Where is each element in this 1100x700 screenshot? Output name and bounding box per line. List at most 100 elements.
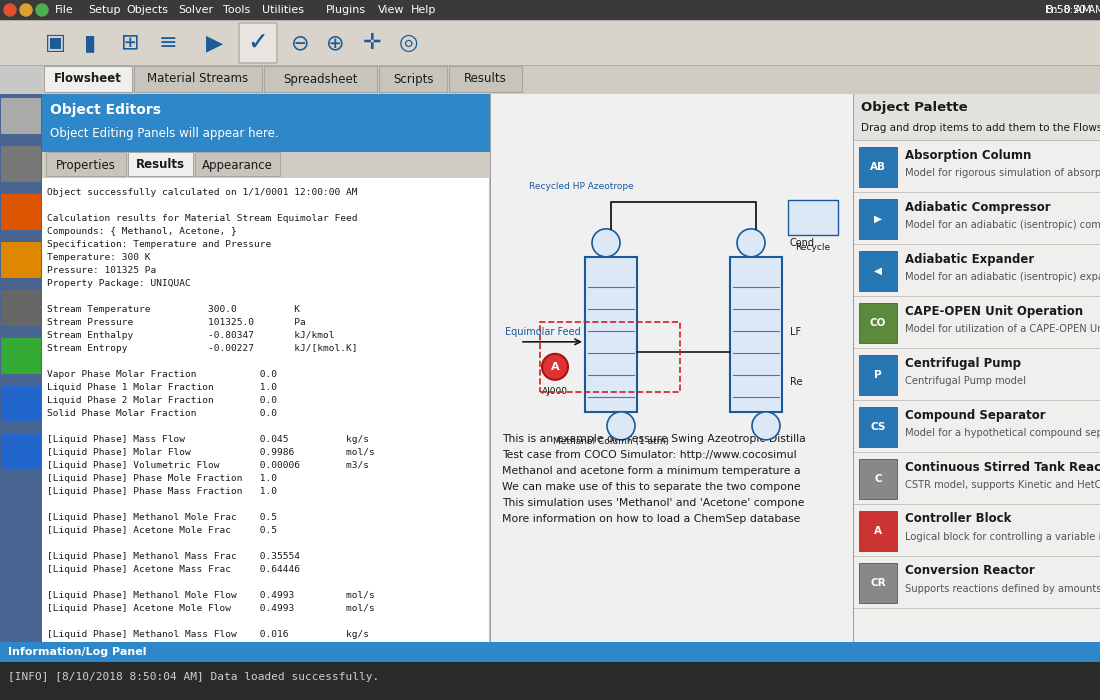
Bar xyxy=(0,65,1100,66)
Bar xyxy=(852,244,1100,245)
FancyBboxPatch shape xyxy=(264,66,377,92)
Text: ▣: ▣ xyxy=(44,33,66,53)
Bar xyxy=(42,94,490,152)
Text: [Liquid Phase] Methanol Mole Flow    0.4993         mol/s: [Liquid Phase] Methanol Mole Flow 0.4993… xyxy=(47,591,375,600)
Bar xyxy=(859,511,896,551)
Text: Liquid Phase 2 Molar Fraction        0.0: Liquid Phase 2 Molar Fraction 0.0 xyxy=(47,396,277,405)
Text: This is an example of Pressure Swing Azeotropic Distilla: This is an example of Pressure Swing Aze… xyxy=(502,434,805,444)
Text: Objects: Objects xyxy=(126,5,168,15)
Text: Recycled HP Azeotrope: Recycled HP Azeotrope xyxy=(529,182,634,191)
Text: Liquid Phase 1 Molar Fraction        1.0: Liquid Phase 1 Molar Fraction 1.0 xyxy=(47,383,277,392)
FancyBboxPatch shape xyxy=(128,152,192,176)
Bar xyxy=(1,242,41,278)
Text: Stream Enthalpy             -0.80347       kJ/kmol: Stream Enthalpy -0.80347 kJ/kmol xyxy=(47,331,334,340)
FancyBboxPatch shape xyxy=(44,66,132,92)
Text: Object Editing Panels will appear here.: Object Editing Panels will appear here. xyxy=(50,127,278,141)
Text: More information on how to load a ChemSep database: More information on how to load a ChemSe… xyxy=(502,514,801,524)
Text: [Liquid Phase] Phase Mole Fraction   1.0: [Liquid Phase] Phase Mole Fraction 1.0 xyxy=(47,474,277,483)
Text: Adiabatic Compressor: Adiabatic Compressor xyxy=(905,200,1050,214)
Text: ≡: ≡ xyxy=(158,33,177,53)
Circle shape xyxy=(607,412,635,440)
Bar xyxy=(1,98,41,134)
Text: ⊕: ⊕ xyxy=(326,33,344,53)
Text: [Liquid Phase] Acetone Mole Flow     0.4993         mol/s: [Liquid Phase] Acetone Mole Flow 0.4993 … xyxy=(47,604,375,613)
Bar xyxy=(859,563,896,603)
FancyBboxPatch shape xyxy=(449,66,522,92)
Bar xyxy=(859,147,896,187)
Text: Spreadsheet: Spreadsheet xyxy=(284,73,358,85)
Text: Centrifugal Pump: Centrifugal Pump xyxy=(905,356,1021,370)
Text: ⊞: ⊞ xyxy=(121,33,140,53)
Bar xyxy=(852,400,1100,401)
Text: Material Streams: Material Streams xyxy=(147,73,249,85)
Text: Cond: Cond xyxy=(790,238,815,248)
Text: [Liquid Phase] Acetone Mass Frac     0.64446: [Liquid Phase] Acetone Mass Frac 0.64446 xyxy=(47,565,300,574)
Text: Solid Phase Molar Fraction           0.0: Solid Phase Molar Fraction 0.0 xyxy=(47,409,277,418)
Bar xyxy=(1,386,41,422)
Text: Pressure: 101325 Pa: Pressure: 101325 Pa xyxy=(47,266,156,275)
Bar xyxy=(0,94,42,642)
Text: This simulation uses 'Methanol' and 'Acetone' compone: This simulation uses 'Methanol' and 'Ace… xyxy=(502,498,804,508)
Text: Stream Entropy              -0.00227       kJ/[kmol.K]: Stream Entropy -0.00227 kJ/[kmol.K] xyxy=(47,344,358,353)
Text: CO: CO xyxy=(870,318,887,328)
Bar xyxy=(0,642,1100,662)
Bar xyxy=(730,257,782,412)
Circle shape xyxy=(36,4,48,16)
Bar xyxy=(0,20,1100,21)
Bar xyxy=(852,94,1100,140)
Bar xyxy=(0,20,1100,66)
Text: Scripts: Scripts xyxy=(393,73,433,85)
Bar xyxy=(42,66,1100,94)
Bar xyxy=(852,608,1100,609)
Bar xyxy=(1,290,41,326)
Text: Model for utilization of a CAPE-OPEN Unit Operation in the flowsheet: Model for utilization of a CAPE-OPEN Uni… xyxy=(905,324,1100,334)
Text: A: A xyxy=(874,526,882,536)
Text: Methanol and acetone form a minimum temperature a: Methanol and acetone form a minimum temp… xyxy=(502,466,801,476)
Text: Plugins: Plugins xyxy=(327,5,366,15)
Text: Setup: Setup xyxy=(88,5,120,15)
Bar xyxy=(1,434,41,470)
Text: AJ000: AJ000 xyxy=(542,387,568,395)
Circle shape xyxy=(542,354,568,380)
Text: Calculation results for Material Stream Equimolar Feed: Calculation results for Material Stream … xyxy=(47,214,358,223)
Text: CSTR model, supports Kinetic and HetCat reactions: CSTR model, supports Kinetic and HetCat … xyxy=(905,480,1100,490)
Text: [Liquid Phase] Mass Flow             0.045          kg/s: [Liquid Phase] Mass Flow 0.045 kg/s xyxy=(47,435,369,444)
Text: Absorption Column: Absorption Column xyxy=(905,148,1032,162)
Text: Object Palette: Object Palette xyxy=(861,102,968,115)
Text: Stream Pressure             101325.0       Pa: Stream Pressure 101325.0 Pa xyxy=(47,318,306,327)
Bar xyxy=(852,348,1100,349)
Text: ▮: ▮ xyxy=(84,33,96,53)
Text: Controller Block: Controller Block xyxy=(905,512,1011,526)
Text: We can make use of this to separate the two compone: We can make use of this to separate the … xyxy=(502,482,801,492)
Text: [Liquid Phase] Acetone Mole Frac     0.5: [Liquid Phase] Acetone Mole Frac 0.5 xyxy=(47,526,277,535)
Text: AB: AB xyxy=(870,162,886,172)
Bar xyxy=(859,251,896,291)
Text: Object successfully calculated on 1/1/0001 12:00:00 AM: Object successfully calculated on 1/1/00… xyxy=(47,188,358,197)
Bar xyxy=(852,556,1100,557)
Text: Tools: Tools xyxy=(223,5,251,15)
Text: ✛: ✛ xyxy=(363,33,382,53)
Text: Model for a hypothetical compound separation process: Model for a hypothetical compound separa… xyxy=(905,428,1100,438)
Bar xyxy=(859,303,896,343)
Text: Results: Results xyxy=(464,73,507,85)
Text: Methanol Column (1 atm): Methanol Column (1 atm) xyxy=(553,438,669,447)
Circle shape xyxy=(752,412,780,440)
Text: Property Package: UNIQUAC: Property Package: UNIQUAC xyxy=(47,279,190,288)
Text: Flowsheet: Flowsheet xyxy=(54,73,122,85)
Text: Test case from COCO Simulator: http://www.cocosimul: Test case from COCO Simulator: http://ww… xyxy=(502,450,796,460)
FancyBboxPatch shape xyxy=(46,152,127,176)
Text: CS: CS xyxy=(870,422,886,432)
Text: Appearance: Appearance xyxy=(202,158,273,172)
Text: A: A xyxy=(551,362,559,372)
Text: Recycle: Recycle xyxy=(795,243,830,251)
Bar xyxy=(859,459,896,499)
Bar xyxy=(852,296,1100,297)
Bar xyxy=(0,0,1100,20)
Text: [Liquid Phase] Methanol Mole Frac    0.5: [Liquid Phase] Methanol Mole Frac 0.5 xyxy=(47,513,277,522)
FancyBboxPatch shape xyxy=(239,23,277,63)
Circle shape xyxy=(4,4,16,16)
Circle shape xyxy=(737,229,764,257)
Text: LF: LF xyxy=(790,327,801,337)
Text: Adiabatic Expander: Adiabatic Expander xyxy=(905,253,1034,265)
Bar xyxy=(852,140,1100,141)
